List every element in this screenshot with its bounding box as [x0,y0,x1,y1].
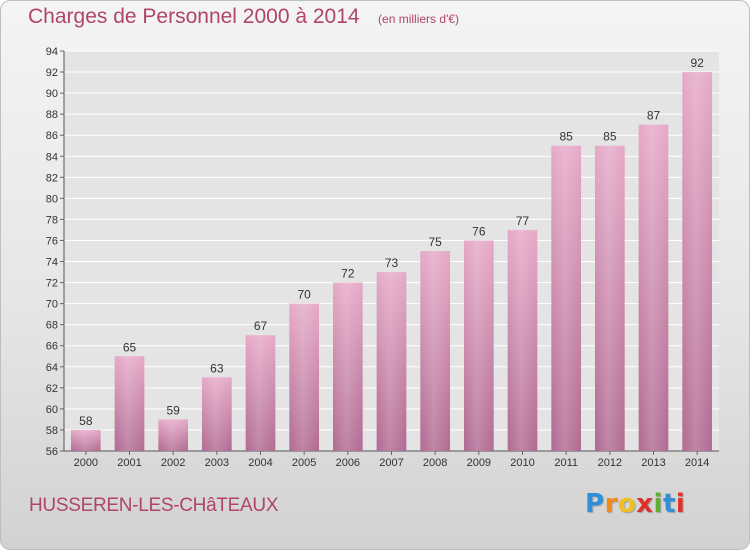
y-tick-label: 94 [46,46,58,58]
y-tick-label: 80 [46,193,58,205]
x-tick-label: 2011 [554,457,578,469]
y-tick-label: 66 [46,341,58,353]
x-tick-label: 2008 [423,457,447,469]
y-tick-label: 76 [46,235,58,247]
bars [70,72,713,452]
x-tick-label: 2007 [379,457,403,469]
x-tick-label: 2012 [598,457,622,469]
x-tick-label: 2006 [336,457,360,469]
data-labels: 58 65 59 63 67 70 72 73 75 76 77 85 85 87 92 [79,56,704,428]
proxiti-logo: Proxiti [585,489,685,519]
axes: 56 58 60 62 64 66 68 70 72 74 76 78 80 82 84 86 88 90 92 94… [46,46,719,469]
y-tick-label: 74 [46,257,58,269]
x-tick-label: 2010 [510,457,534,469]
y-tick-label: 64 [46,362,58,374]
bar [463,240,494,451]
data-label: 87 [647,109,661,123]
data-label: 59 [166,403,180,417]
y-tick-label: 68 [46,320,58,332]
x-tick-label: 2005 [292,457,316,469]
bar [507,229,538,451]
y-tick-label: 90 [46,88,58,100]
logo-letter: x [636,489,654,519]
y-tick-label: 88 [46,109,58,121]
y-tick-label: 92 [46,67,58,79]
chart-subtitle: (en milliers d'€) [378,12,460,26]
x-tick-label: 2014 [685,457,709,469]
data-label: 73 [385,256,399,270]
x-tick-label: 2009 [467,457,491,469]
x-tick-label: 2001 [117,457,141,469]
bar [638,124,669,452]
x-tick-label: 2000 [74,457,98,469]
title-block: Charges de Personnel 2000 à 2014 (en mil… [28,5,459,29]
x-tick-label: 2002 [161,457,185,469]
y-tick-label: 70 [46,299,58,311]
bar [332,282,363,451]
data-label: 76 [472,224,486,238]
commune-name: HUSSEREN-LES-CHâTEAUX [29,495,279,516]
bar [158,419,189,451]
bar [551,145,582,451]
logo-letter: t [662,489,676,519]
y-tick-label: 72 [46,278,58,290]
data-label: 72 [341,267,355,281]
x-tick-label: 2013 [641,457,665,469]
logo-letter: P [585,489,605,519]
y-tick-label: 78 [46,214,58,226]
data-label: 63 [210,361,224,375]
data-label: 65 [123,340,137,354]
bar [114,356,145,451]
bar [594,145,625,451]
y-tick-label: 60 [46,404,58,416]
data-label: 85 [559,130,573,144]
bar [70,429,101,451]
bar [201,377,232,451]
data-label: 92 [690,56,704,70]
bar [420,251,451,451]
y-tick-label: 82 [46,172,58,184]
y-tick-label: 84 [46,151,58,163]
logo-letter: i [653,489,663,519]
y-tick-label: 86 [46,130,58,142]
data-label: 70 [297,288,311,302]
y-tick-label: 56 [46,446,58,458]
data-label: 75 [428,235,442,249]
bar [245,335,276,451]
x-tick-label: 2003 [205,457,229,469]
x-tick-label: 2004 [248,457,272,469]
data-label: 58 [79,414,93,428]
bar [289,303,320,451]
y-tick-label: 58 [46,425,58,437]
bar [682,72,713,451]
logo-letter: o [617,489,637,519]
logo-letter: i [675,489,686,519]
chart-title: Charges de Personnel 2000 à 2014 [28,5,360,28]
data-label: 85 [603,130,617,144]
bar [376,272,407,451]
data-label: 67 [254,319,268,333]
data-label: 77 [516,214,530,228]
logo-letter: r [604,489,618,519]
y-tick-label: 62 [46,383,58,395]
